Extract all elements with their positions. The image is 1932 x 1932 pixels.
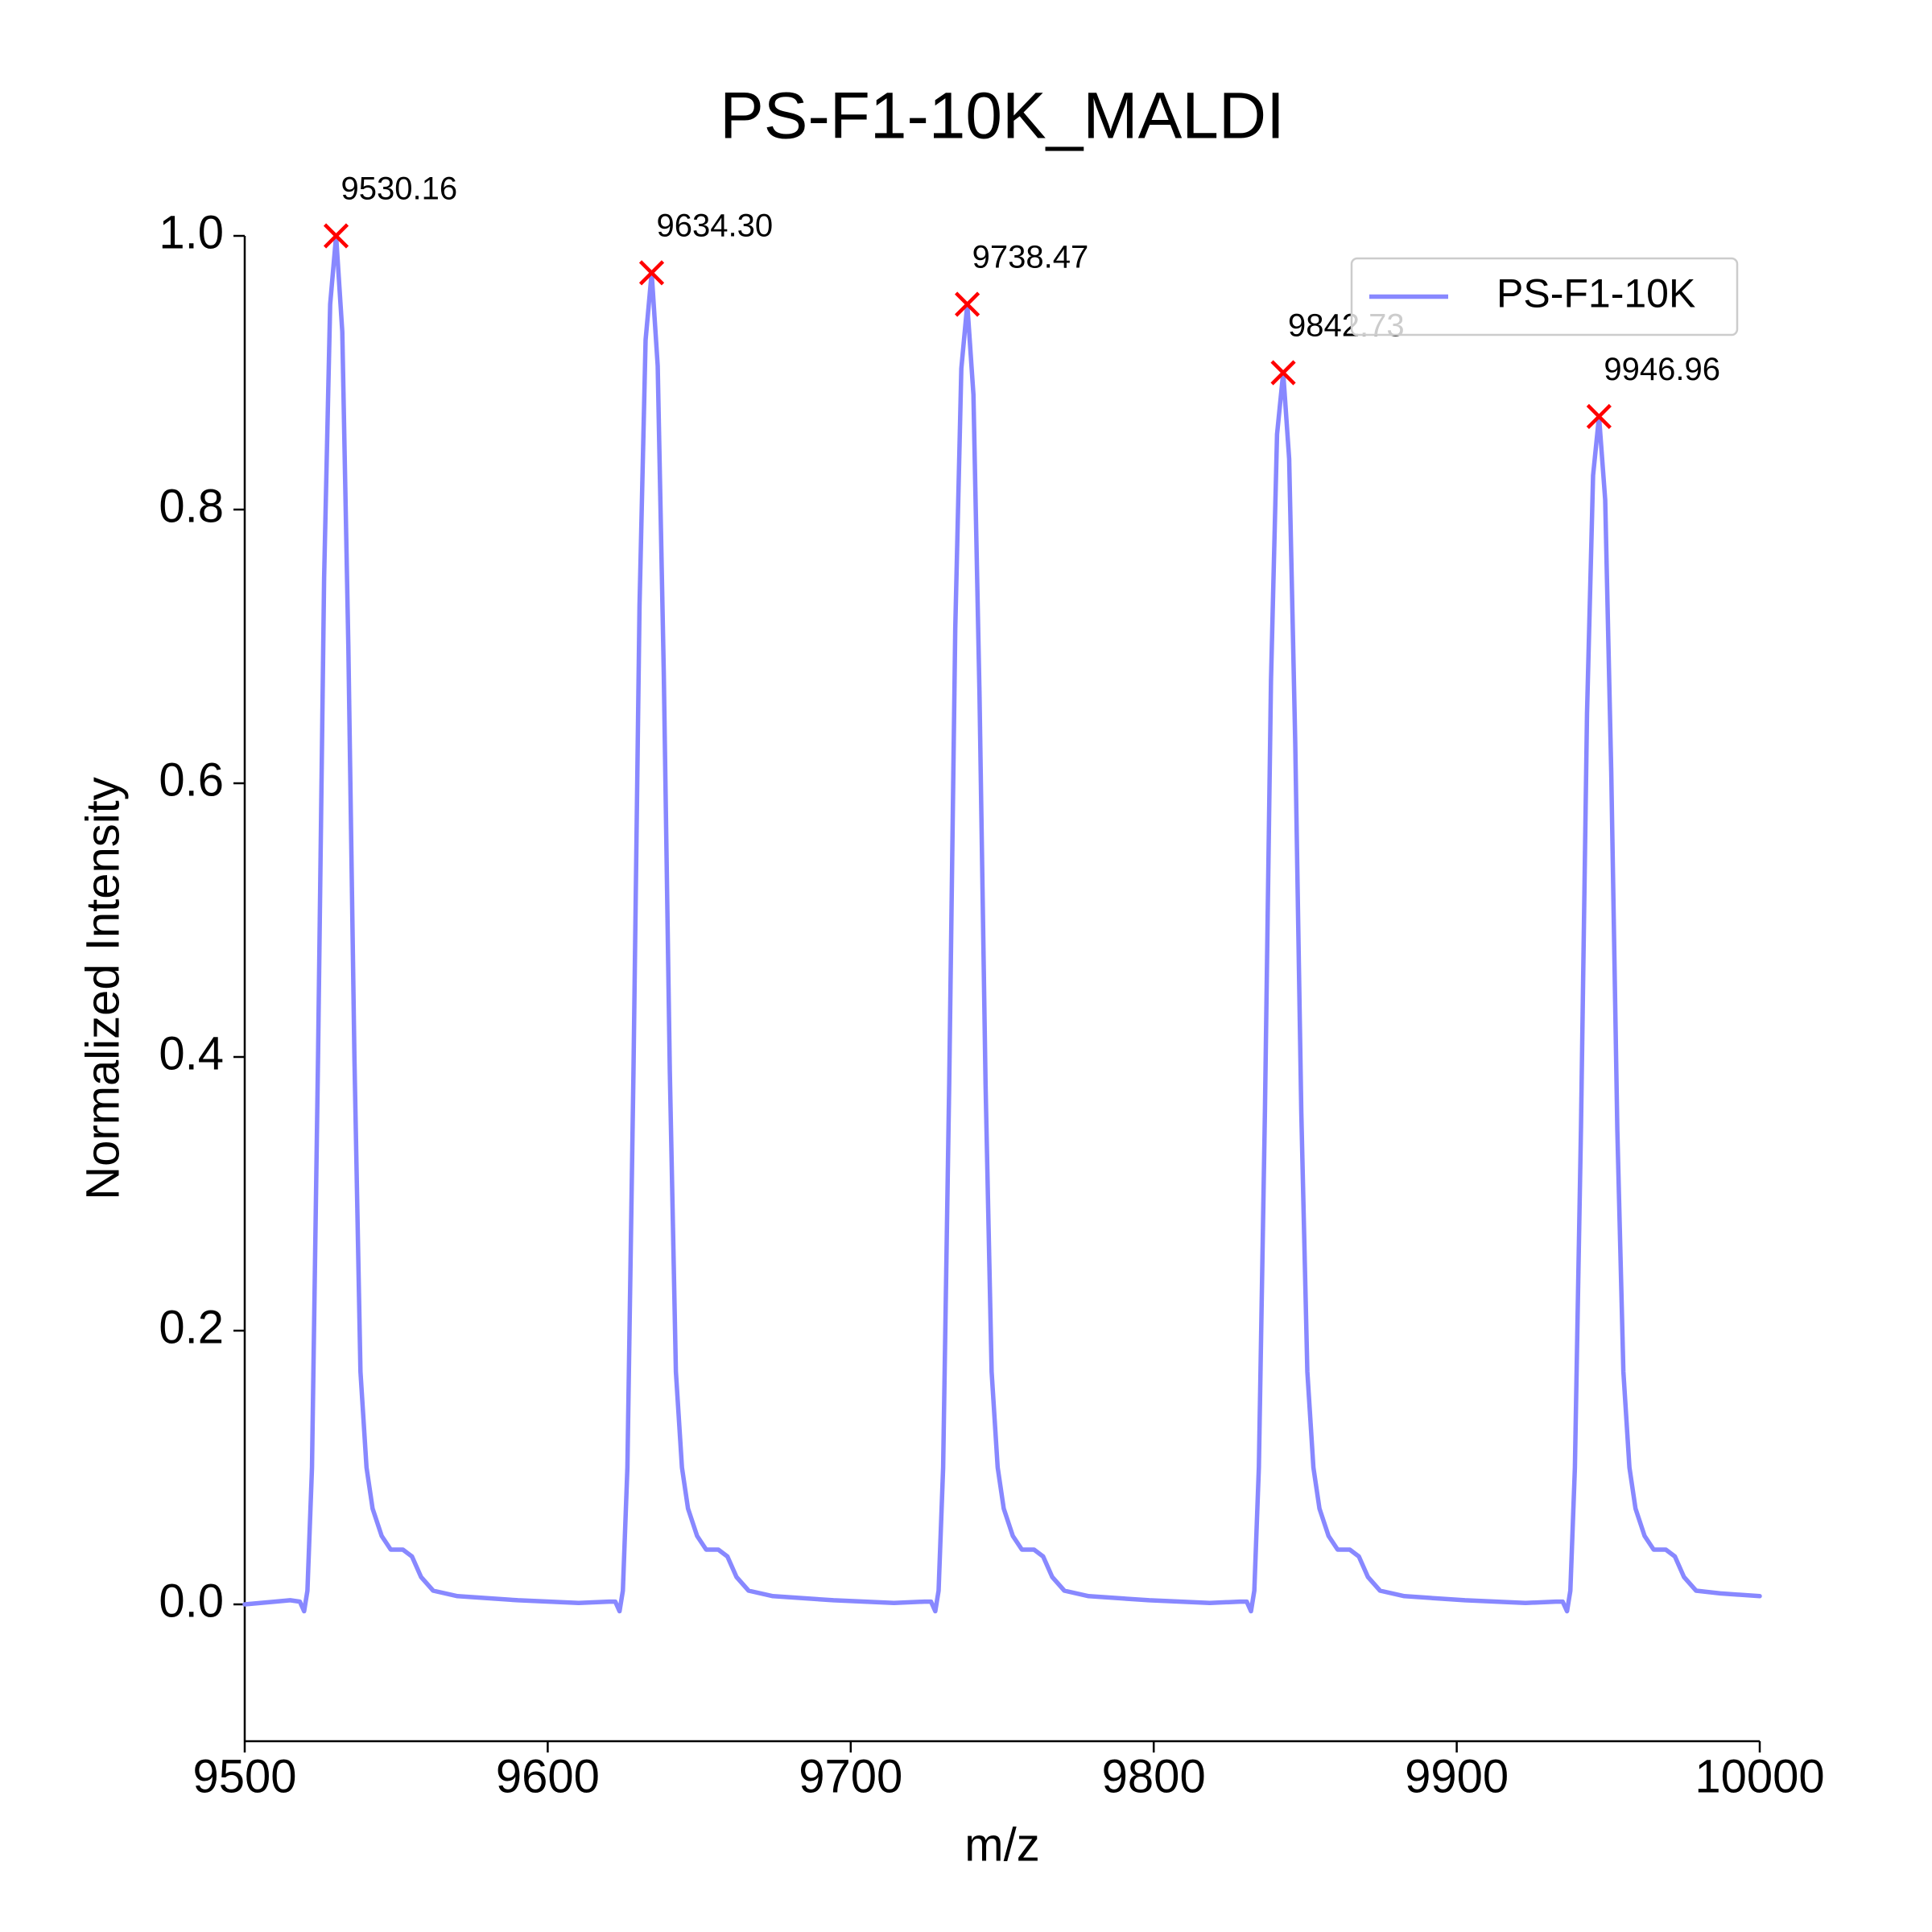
- y-axis-label: Normalized Intensity: [76, 777, 129, 1199]
- peak-marker: [323, 223, 349, 249]
- y-tick-label: 0.8: [159, 480, 224, 532]
- chart-title: PS-F1-10K_MALDI: [720, 80, 1285, 153]
- y-tick-label: 0.0: [159, 1575, 224, 1627]
- y-tick-label: 1.0: [159, 206, 224, 258]
- spectrum-line: [242, 233, 1762, 1614]
- x-tick-label: 9800: [1102, 1750, 1206, 1802]
- peak-marker: [638, 260, 665, 286]
- y-tick-label: 0.2: [159, 1301, 224, 1353]
- x-tick-label: 9700: [799, 1750, 902, 1802]
- legend-box: [1350, 257, 1739, 336]
- peak-marker: [1270, 360, 1296, 386]
- peak-label: 9634.30: [657, 208, 774, 243]
- peak-label: 9738.47: [972, 240, 1089, 275]
- peak-marker: [955, 291, 980, 317]
- peak-marker: [1586, 403, 1612, 429]
- x-tick-label: 9500: [192, 1750, 296, 1802]
- y-tick-label: 0.6: [159, 753, 224, 806]
- legend-label: PS-F1-10K: [1496, 271, 1695, 316]
- peak-label: 9946.96: [1604, 352, 1720, 387]
- x-tick-label: 9900: [1405, 1750, 1509, 1802]
- peak-label: 9530.16: [341, 171, 458, 207]
- x-axis-label: m/z: [964, 1818, 1039, 1871]
- x-tick-label: 10000: [1695, 1750, 1824, 1802]
- x-tick-label: 9600: [496, 1750, 600, 1802]
- y-tick-label: 0.4: [159, 1027, 224, 1080]
